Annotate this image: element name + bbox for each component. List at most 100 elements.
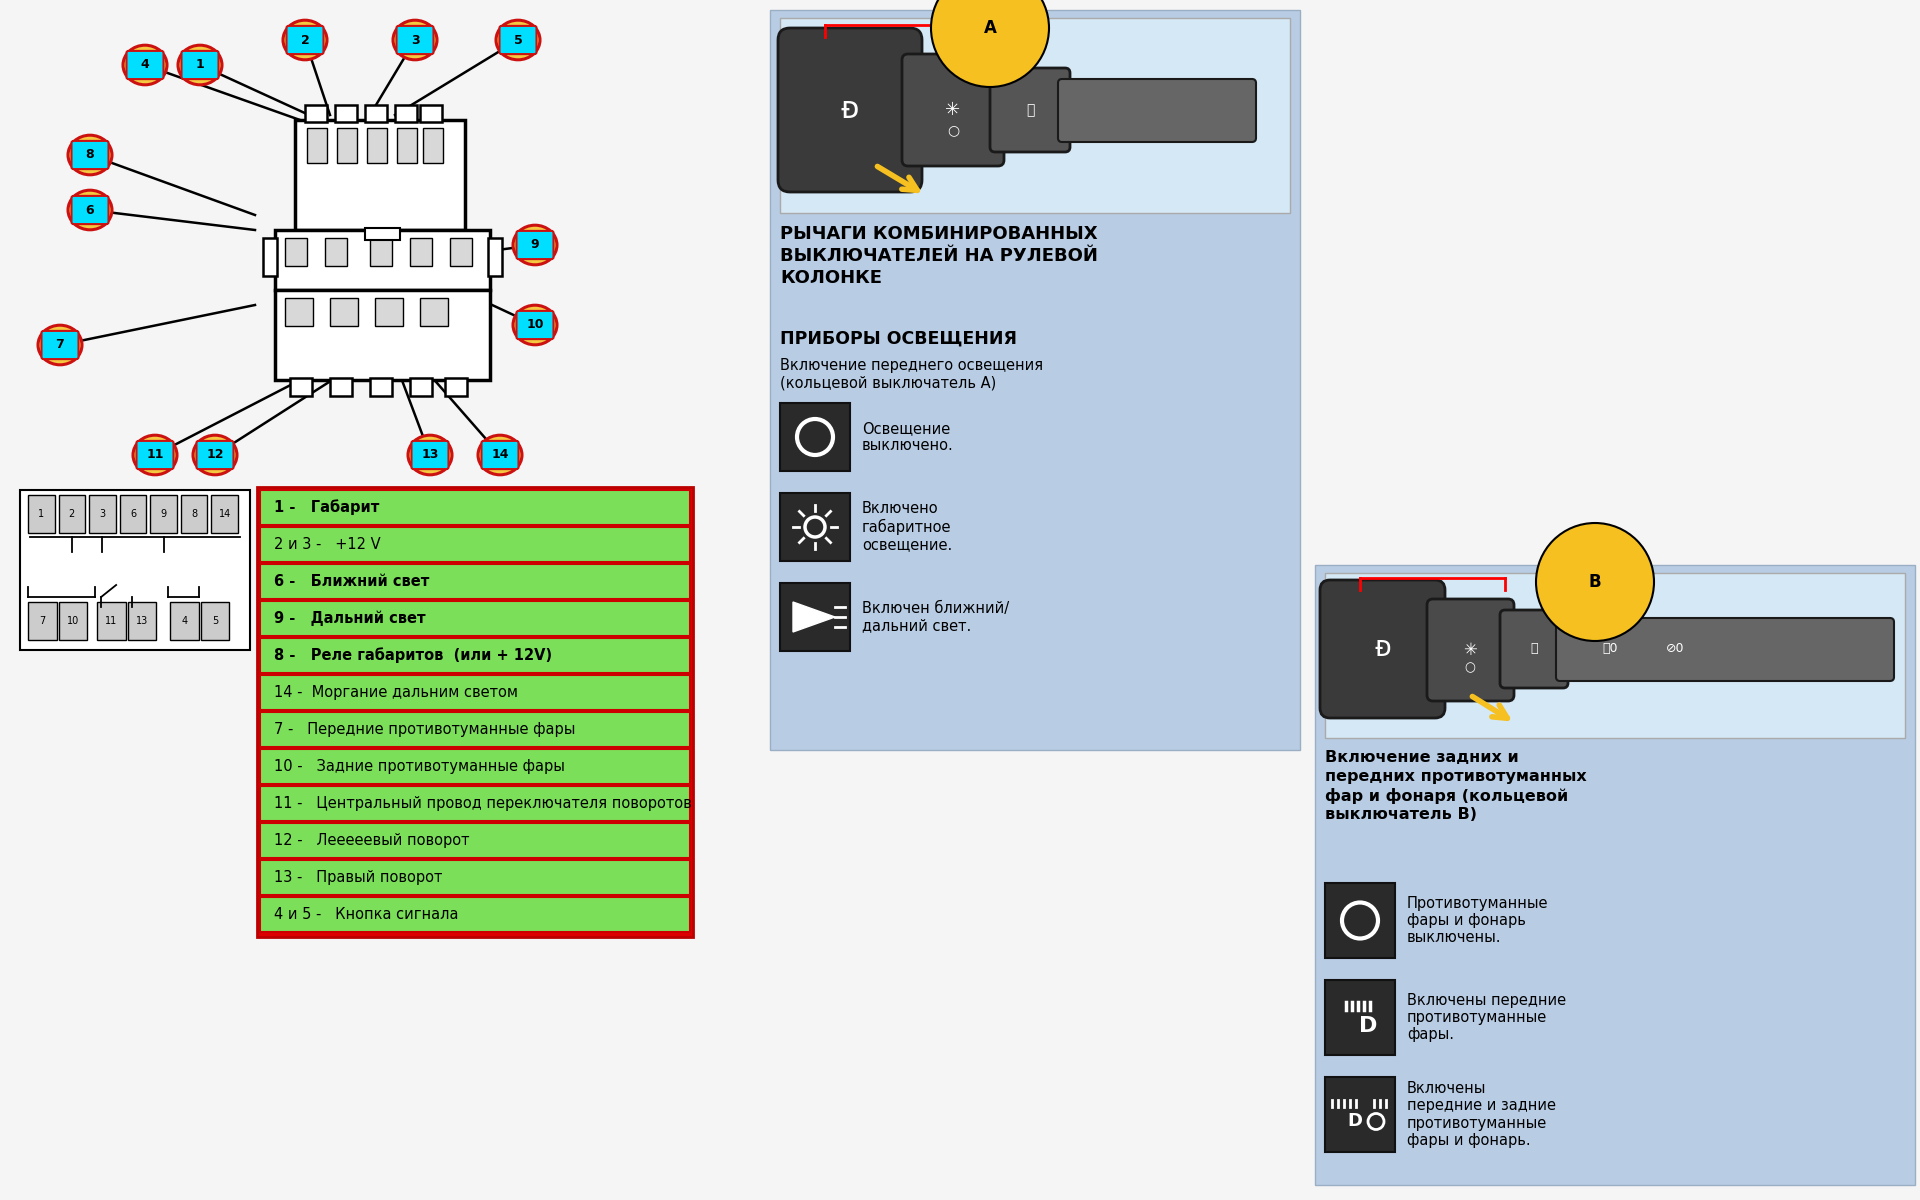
FancyBboxPatch shape bbox=[338, 128, 357, 163]
Text: 8: 8 bbox=[192, 509, 198, 518]
Text: A: A bbox=[983, 19, 996, 37]
FancyBboxPatch shape bbox=[778, 28, 922, 192]
FancyBboxPatch shape bbox=[98, 602, 125, 640]
FancyBboxPatch shape bbox=[780, 403, 851, 470]
Text: Включены передние
противотуманные
фары.: Включены передние противотуманные фары. bbox=[1407, 992, 1567, 1043]
Ellipse shape bbox=[478, 436, 522, 475]
FancyBboxPatch shape bbox=[182, 50, 219, 79]
FancyBboxPatch shape bbox=[1325, 883, 1396, 958]
FancyBboxPatch shape bbox=[290, 378, 311, 396]
Text: 5: 5 bbox=[515, 34, 522, 47]
Ellipse shape bbox=[179, 46, 223, 85]
Text: ○: ○ bbox=[1465, 661, 1475, 674]
FancyBboxPatch shape bbox=[365, 228, 399, 240]
Text: 9: 9 bbox=[161, 509, 167, 518]
FancyBboxPatch shape bbox=[780, 18, 1290, 214]
Ellipse shape bbox=[67, 190, 111, 230]
FancyBboxPatch shape bbox=[71, 196, 109, 224]
Ellipse shape bbox=[513, 305, 557, 344]
FancyBboxPatch shape bbox=[259, 823, 689, 858]
FancyBboxPatch shape bbox=[411, 238, 432, 266]
Text: 14: 14 bbox=[219, 509, 230, 518]
FancyBboxPatch shape bbox=[284, 298, 313, 326]
FancyBboxPatch shape bbox=[1555, 618, 1893, 680]
Ellipse shape bbox=[513, 226, 557, 265]
FancyBboxPatch shape bbox=[127, 50, 163, 79]
Text: 4: 4 bbox=[182, 616, 188, 626]
Text: 4: 4 bbox=[140, 59, 150, 72]
FancyBboxPatch shape bbox=[60, 602, 86, 640]
FancyBboxPatch shape bbox=[330, 378, 351, 396]
FancyBboxPatch shape bbox=[71, 140, 109, 169]
FancyBboxPatch shape bbox=[275, 230, 490, 290]
FancyBboxPatch shape bbox=[259, 898, 689, 932]
Text: 7: 7 bbox=[56, 338, 65, 352]
Text: Включение задних и
передних противотуманных
фар и фонаря (кольцевой
выключатель : Включение задних и передних противотуман… bbox=[1325, 750, 1586, 822]
FancyBboxPatch shape bbox=[397, 26, 434, 54]
Text: ⊘0: ⊘0 bbox=[1667, 642, 1684, 655]
FancyBboxPatch shape bbox=[371, 378, 392, 396]
FancyBboxPatch shape bbox=[259, 712, 689, 746]
Text: 10: 10 bbox=[67, 616, 79, 626]
Text: 2 и 3 -   +12 V: 2 и 3 - +12 V bbox=[275, 538, 380, 552]
FancyBboxPatch shape bbox=[259, 527, 689, 562]
Text: 1: 1 bbox=[38, 509, 44, 518]
Text: 8: 8 bbox=[86, 149, 94, 162]
Text: 10: 10 bbox=[526, 318, 543, 331]
FancyBboxPatch shape bbox=[275, 290, 490, 380]
Text: 14: 14 bbox=[492, 449, 509, 462]
FancyBboxPatch shape bbox=[202, 602, 228, 640]
Text: 13 -   Правый поворот: 13 - Правый поворот bbox=[275, 870, 442, 886]
FancyBboxPatch shape bbox=[284, 238, 307, 266]
FancyBboxPatch shape bbox=[367, 128, 388, 163]
FancyBboxPatch shape bbox=[259, 674, 689, 710]
Text: 14 -  Моргание дальним светом: 14 - Моргание дальним светом bbox=[275, 685, 518, 700]
FancyBboxPatch shape bbox=[259, 786, 689, 821]
Text: 6: 6 bbox=[86, 204, 94, 216]
FancyBboxPatch shape bbox=[150, 494, 177, 533]
Ellipse shape bbox=[132, 436, 177, 475]
FancyBboxPatch shape bbox=[263, 238, 276, 276]
FancyBboxPatch shape bbox=[516, 311, 553, 340]
Text: 4 и 5 -   Кнопка сигнала: 4 и 5 - Кнопка сигнала bbox=[275, 907, 459, 922]
FancyBboxPatch shape bbox=[305, 104, 326, 122]
FancyBboxPatch shape bbox=[19, 490, 250, 650]
FancyBboxPatch shape bbox=[365, 104, 388, 122]
Text: 8 -   Реле габаритов  (или + 12V): 8 - Реле габаритов (или + 12V) bbox=[275, 648, 553, 664]
FancyBboxPatch shape bbox=[516, 230, 553, 259]
FancyBboxPatch shape bbox=[902, 54, 1004, 166]
FancyBboxPatch shape bbox=[136, 440, 173, 469]
FancyBboxPatch shape bbox=[286, 26, 323, 54]
Text: ✳: ✳ bbox=[945, 101, 960, 119]
Text: 5: 5 bbox=[211, 616, 219, 626]
FancyBboxPatch shape bbox=[1500, 610, 1569, 688]
FancyBboxPatch shape bbox=[482, 440, 518, 469]
FancyBboxPatch shape bbox=[1315, 565, 1914, 1186]
FancyBboxPatch shape bbox=[1325, 980, 1396, 1055]
FancyBboxPatch shape bbox=[42, 331, 79, 359]
Text: 9 -   Дальний свет: 9 - Дальний свет bbox=[275, 611, 426, 626]
Text: 7: 7 bbox=[38, 616, 46, 626]
FancyBboxPatch shape bbox=[449, 238, 472, 266]
FancyBboxPatch shape bbox=[374, 298, 403, 326]
FancyBboxPatch shape bbox=[445, 378, 467, 396]
FancyBboxPatch shape bbox=[29, 602, 56, 640]
Text: 2: 2 bbox=[301, 34, 309, 47]
FancyBboxPatch shape bbox=[991, 68, 1069, 152]
FancyBboxPatch shape bbox=[119, 494, 146, 533]
FancyBboxPatch shape bbox=[307, 128, 326, 163]
Ellipse shape bbox=[407, 436, 451, 475]
Text: 11: 11 bbox=[146, 449, 163, 462]
FancyBboxPatch shape bbox=[1325, 572, 1905, 738]
Text: 13: 13 bbox=[136, 616, 148, 626]
Text: 12 -   Лееееевый поворот: 12 - Лееееевый поворот bbox=[275, 833, 470, 848]
FancyBboxPatch shape bbox=[780, 583, 851, 650]
Text: РЫЧАГИ КОМБИНИРОВАННЫХ
ВЫКЛЮЧАТЕЛЕЙ НА РУЛЕВОЙ
КОЛОНКЕ: РЫЧАГИ КОМБИНИРОВАННЫХ ВЫКЛЮЧАТЕЛЕЙ НА Р… bbox=[780, 226, 1098, 287]
FancyBboxPatch shape bbox=[396, 104, 417, 122]
FancyBboxPatch shape bbox=[60, 494, 84, 533]
FancyBboxPatch shape bbox=[180, 494, 207, 533]
FancyBboxPatch shape bbox=[259, 749, 689, 784]
FancyBboxPatch shape bbox=[770, 10, 1300, 750]
FancyBboxPatch shape bbox=[420, 298, 447, 326]
FancyBboxPatch shape bbox=[1325, 1078, 1396, 1152]
